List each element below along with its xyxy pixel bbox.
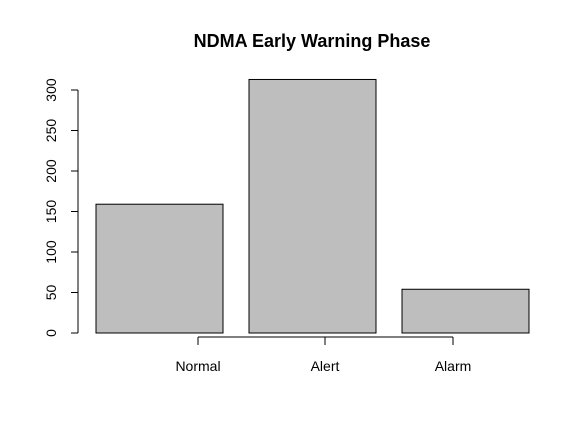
y-tick-label: 150 bbox=[43, 200, 59, 224]
x-tick-label-alert: Alert bbox=[311, 358, 340, 374]
y-tick-label: 0 bbox=[43, 329, 59, 337]
bars bbox=[95, 78, 530, 334]
x-tick-label-normal: Normal bbox=[175, 358, 220, 374]
x-axis: Normal Alert Alarm bbox=[175, 336, 472, 374]
bar-alarm bbox=[401, 288, 530, 334]
y-tick-label: 200 bbox=[43, 159, 59, 183]
y-axis: 0 50 100 150 200 250 300 bbox=[43, 78, 79, 337]
y-tick-label: 100 bbox=[43, 240, 59, 264]
x-tick-label-alarm: Alarm bbox=[435, 358, 472, 374]
chart-title: NDMA Early Warning Phase bbox=[194, 31, 431, 51]
y-tick-label: 300 bbox=[43, 78, 59, 102]
y-tick-label: 250 bbox=[43, 119, 59, 143]
y-tick-label: 50 bbox=[43, 285, 59, 301]
bar-normal bbox=[95, 203, 224, 334]
bar-alert bbox=[248, 78, 377, 334]
